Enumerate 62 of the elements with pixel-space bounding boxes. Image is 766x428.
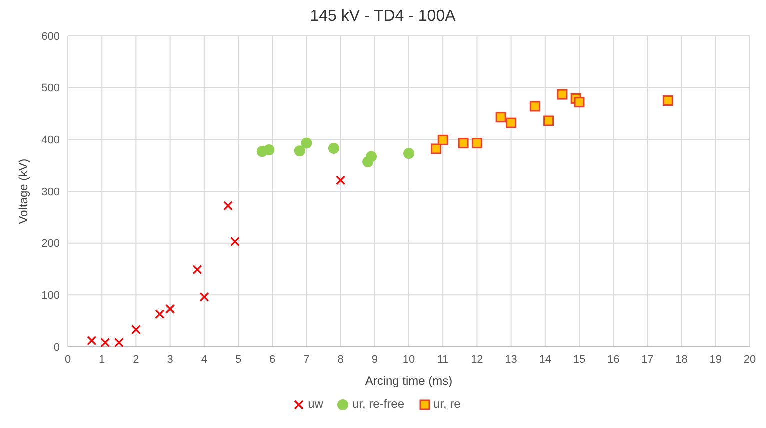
y-tick-label: 600: [42, 30, 60, 43]
x-tick-label: 19: [710, 354, 722, 366]
point: [223, 201, 234, 211]
x-tick-label: 0: [64, 354, 72, 366]
point: [574, 97, 585, 108]
x-tick-label: 8: [338, 354, 344, 366]
point: [557, 89, 568, 100]
y-tick-label: 400: [42, 134, 60, 147]
x-tick-label: 13: [505, 354, 518, 366]
point: [506, 118, 517, 128]
y-tick-label: 200: [42, 238, 60, 250]
legend-label: ur, re-free: [351, 397, 404, 411]
y-axis-title: Voltage (kV): [16, 158, 30, 224]
point: [100, 338, 110, 347]
x-tick-label: 18: [676, 354, 688, 366]
y-tick-label: 100: [42, 290, 60, 302]
point: [662, 96, 674, 106]
x-tick-label: 12: [471, 354, 484, 366]
x-tick-label: 4: [201, 354, 208, 366]
y-tick-label: 500: [42, 82, 60, 95]
point: [496, 112, 506, 123]
x-tick-label: 2: [133, 354, 140, 366]
y-tick-label: 0: [54, 342, 60, 354]
point: [530, 101, 540, 112]
legend-label: uw: [307, 397, 324, 411]
x-tick-label: 11: [437, 354, 449, 366]
legend-label: ur, re: [432, 397, 461, 411]
y-tick-label: 300: [42, 186, 60, 198]
point: [192, 264, 202, 275]
x-tick-label: 9: [372, 354, 378, 366]
x-tick-label: 6: [270, 354, 276, 366]
point: [404, 148, 414, 160]
point: [294, 146, 306, 157]
point: [336, 176, 346, 186]
point: [544, 116, 554, 126]
point: [328, 142, 340, 154]
point: [264, 144, 275, 156]
point: [366, 151, 377, 162]
point: [131, 325, 141, 335]
x-tick-label: 5: [235, 354, 242, 366]
point: [438, 134, 448, 146]
point: [458, 138, 469, 149]
chart-title: 145 kV - TD4 - 100A: [309, 8, 457, 26]
x-tick-label: 7: [304, 354, 310, 366]
point: [155, 310, 165, 320]
x-tick-label: 20: [744, 354, 756, 366]
point: [472, 138, 482, 149]
point: [301, 138, 312, 149]
x-tick-label: 14: [539, 354, 552, 366]
point: [87, 336, 97, 346]
point: [230, 236, 240, 247]
x-tick-label: 1: [99, 354, 106, 366]
x-tick-label: 16: [607, 354, 620, 366]
x-axis-title: Arcing time (ms): [365, 374, 453, 388]
point: [200, 292, 210, 302]
point: [166, 304, 176, 314]
x-tick-label: 17: [642, 354, 654, 366]
point: [114, 338, 124, 347]
x-tick-label: 15: [573, 354, 586, 366]
point: [431, 144, 442, 154]
x-tick-label: 3: [167, 354, 174, 366]
x-tick-label: 10: [402, 354, 416, 366]
